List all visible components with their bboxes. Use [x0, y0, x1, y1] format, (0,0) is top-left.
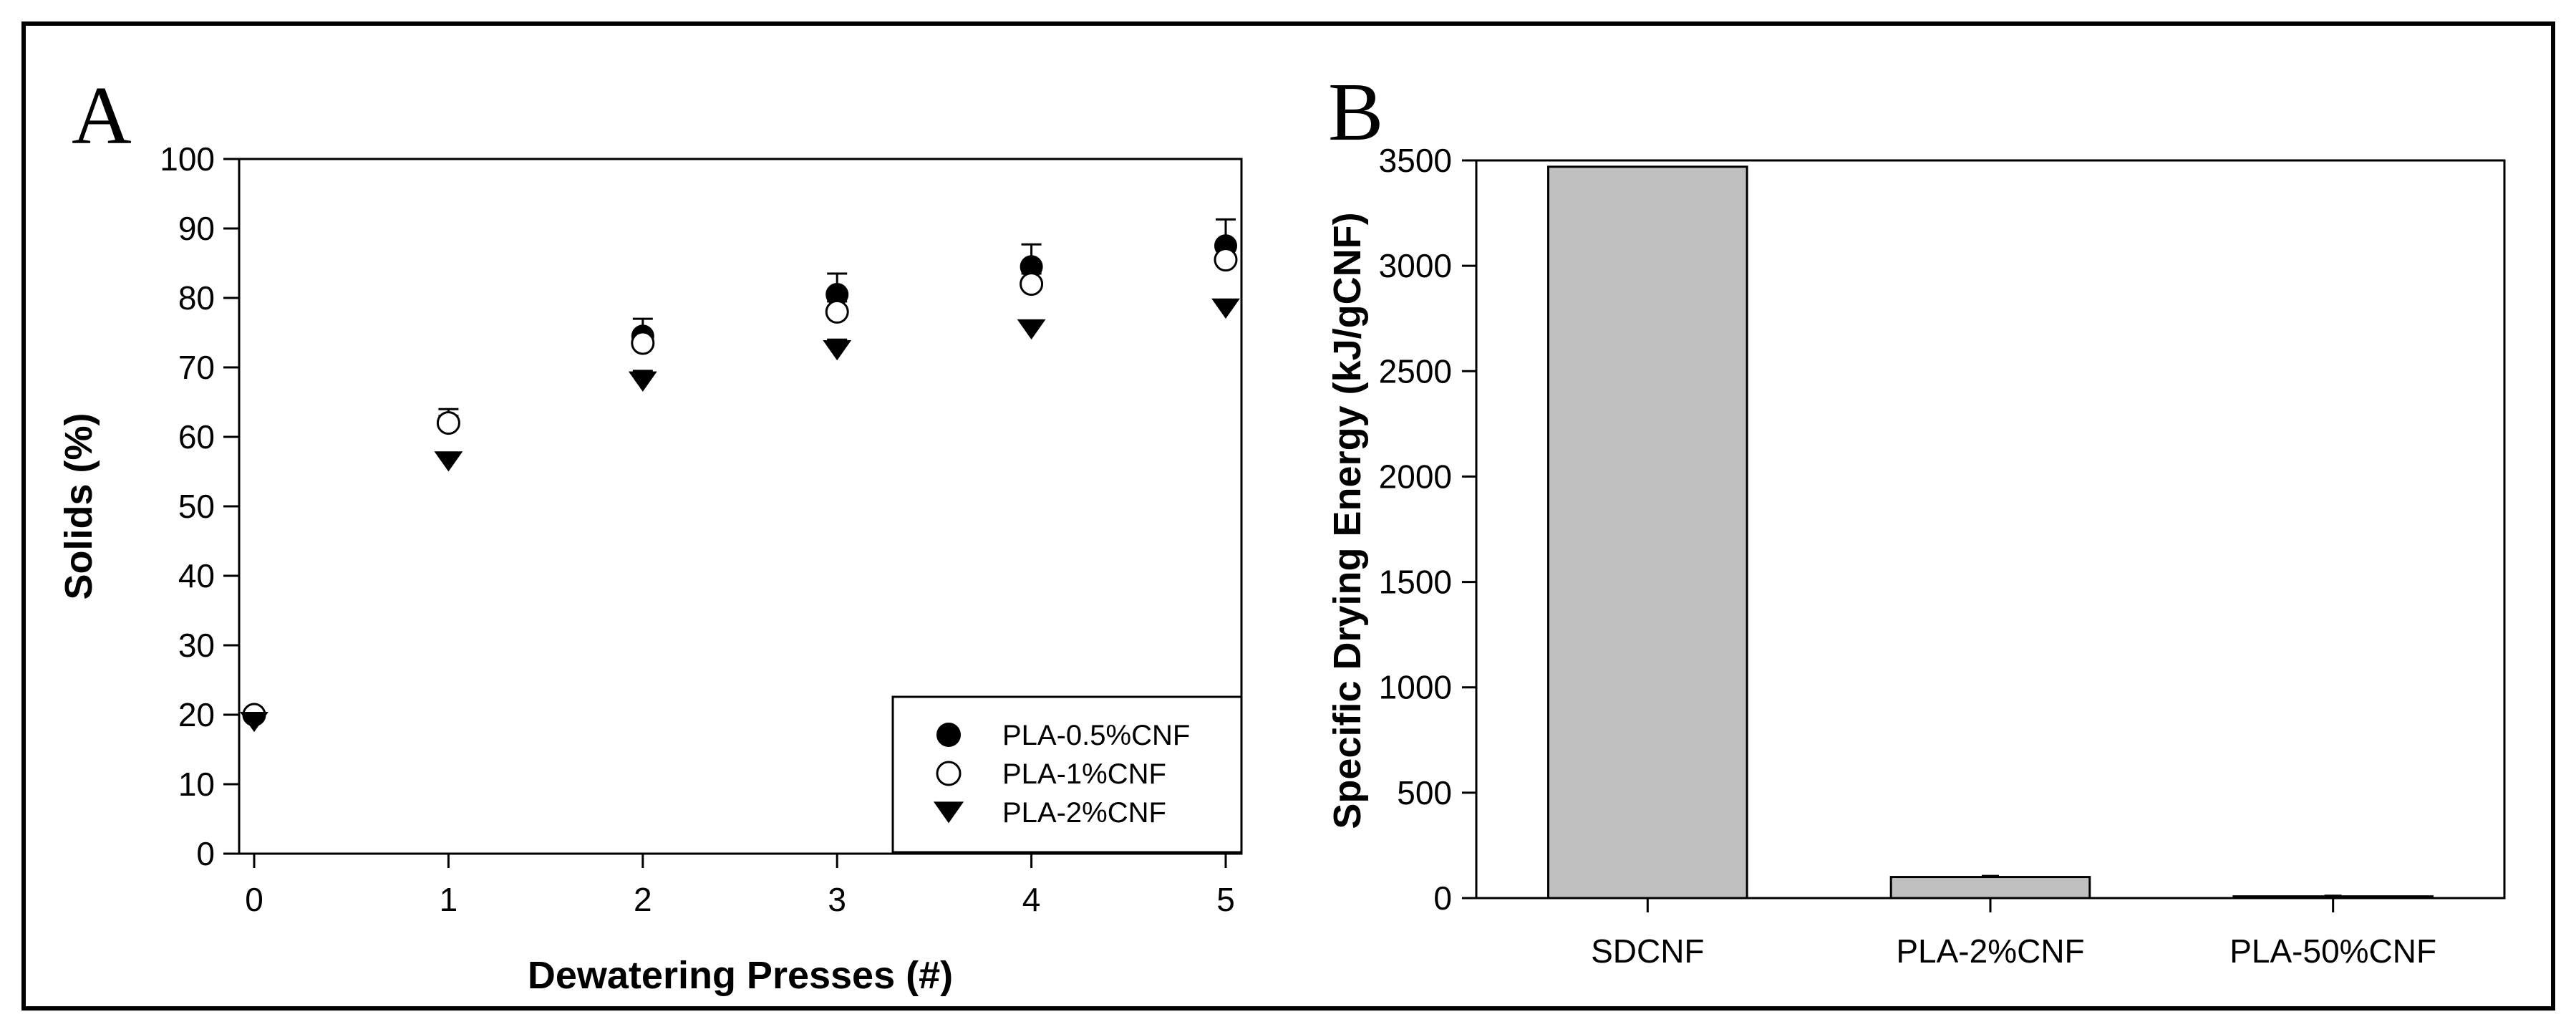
- panel-a-legend: PLA-0.5%CNF PLA-1%CNF PLA-2%CNF: [891, 695, 1243, 854]
- figure-frame: [21, 21, 2555, 1011]
- panel-a-data-points: [240, 218, 1240, 733]
- data-point: [631, 331, 655, 355]
- y-tick-label: 1000: [1379, 669, 1452, 706]
- y-tick-label: 2000: [1379, 458, 1452, 495]
- data-point: [823, 340, 852, 361]
- legend-marker: [936, 723, 961, 747]
- y-tick-label: 10: [178, 766, 215, 803]
- y-tick-label: 30: [178, 627, 215, 664]
- x-tick-label: 4: [1022, 881, 1041, 918]
- data-point: [434, 451, 463, 472]
- panel-b-y-axis: 0 500 1000 1500 2000 2500 3000 3500: [1379, 142, 1476, 917]
- series-pla-2-cnf: [240, 298, 1240, 733]
- x-tick-label: PLA-2%CNF: [1896, 932, 2084, 970]
- data-point: [1214, 248, 1238, 272]
- legend-marker: [933, 801, 964, 824]
- data-point: [825, 299, 849, 324]
- data-point: [1020, 272, 1044, 296]
- data-point: [1211, 298, 1240, 319]
- panel-a-letter: A: [72, 70, 132, 162]
- data-point: [1017, 319, 1046, 340]
- y-tick-label: 90: [178, 210, 215, 247]
- bar-pla-2-cnf: [1889, 876, 2091, 900]
- panel-b-letter: B: [1328, 67, 1383, 158]
- y-tick-label: 100: [160, 140, 215, 178]
- y-tick-label: 20: [178, 696, 215, 733]
- panel-a-x-axis-title: Dewatering Presses (#): [528, 954, 953, 997]
- x-tick-label: 1: [440, 881, 458, 918]
- x-tick-label: SDCNF: [1591, 932, 1704, 970]
- x-tick-label: 3: [828, 881, 846, 918]
- x-tick-label: PLA-50%CNF: [2229, 932, 2436, 970]
- x-tick-label: 0: [245, 881, 263, 918]
- legend-item-pla-0-5-cnf: PLA-0.5%CNF: [936, 720, 1190, 751]
- legend-marker: [936, 761, 962, 786]
- y-tick-label: 50: [178, 488, 215, 525]
- y-tick-label: 500: [1397, 774, 1452, 811]
- y-tick-label: 0: [196, 835, 215, 872]
- data-point: [240, 711, 268, 733]
- panel-b-bar-chart: B 0 500 1000 1500 2000 2500 3000 3500 SDCNF PLA-…: [1326, 67, 2506, 970]
- legend-label: PLA-2%CNF: [1002, 797, 1166, 829]
- x-tick-label: 5: [1216, 881, 1235, 918]
- y-tick-label: 70: [178, 349, 215, 386]
- y-tick-label: 1500: [1379, 564, 1452, 601]
- panel-a-scatter: A 0 10 20 30 40 50 60 70 80 90 100 0 1 2 3 4 5 Solids (…: [57, 70, 1243, 997]
- panel-b-x-axis: SDCNF PLA-2%CNF PLA-50%CNF: [1591, 898, 2436, 970]
- bar-sdcnf: [1547, 165, 1748, 900]
- panel-b-y-axis-title: Specific Drying Energy (kJ/gCNF): [1326, 212, 1369, 829]
- data-point: [628, 371, 657, 392]
- legend-item-pla-1-cnf: PLA-1%CNF: [936, 758, 1166, 790]
- y-tick-label: 60: [178, 418, 215, 455]
- panel-a-y-axis: 0 10 20 30 40 50 60 70 80 90 100: [160, 140, 239, 872]
- legend-label: PLA-0.5%CNF: [1002, 720, 1190, 751]
- data-point: [436, 411, 460, 435]
- y-tick-label: 80: [178, 279, 215, 317]
- legend-item-pla-2-cnf: PLA-2%CNF: [933, 797, 1166, 829]
- panel-a-x-axis: 0 1 2 3 4 5: [245, 854, 1235, 918]
- panel-b-bars: [1547, 165, 2434, 900]
- y-tick-label: 3000: [1379, 247, 1452, 284]
- y-tick-label: 40: [178, 557, 215, 594]
- legend-label: PLA-1%CNF: [1002, 758, 1166, 790]
- y-tick-label: 0: [1433, 879, 1452, 917]
- x-tick-label: 2: [634, 881, 652, 918]
- panel-a-y-axis-title: Solids (%): [57, 413, 100, 599]
- y-tick-label: 3500: [1379, 142, 1452, 179]
- y-tick-label: 2500: [1379, 352, 1452, 390]
